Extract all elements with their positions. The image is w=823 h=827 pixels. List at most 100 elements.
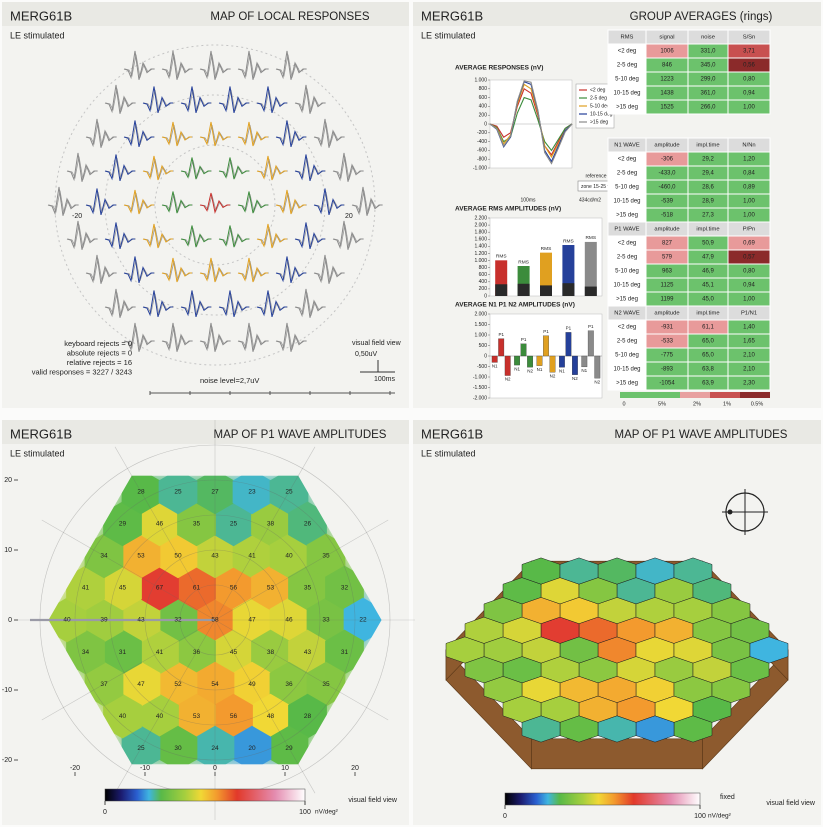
bar-label: N1 [581, 368, 587, 373]
map-cell [177, 629, 216, 675]
table-cell-text: <2 deg [618, 157, 637, 163]
map-cell [84, 661, 124, 707]
map-value: 20 [248, 745, 256, 752]
map-cell [251, 693, 290, 739]
table-cell-text: -893 [661, 367, 674, 373]
y-tick-label: 1.000 [474, 258, 487, 264]
table-header: P1 WAVE [614, 227, 639, 233]
map-value: 35 [322, 681, 330, 688]
trace [199, 322, 230, 352]
map-cell [269, 533, 309, 579]
table-header: P1/N1 [741, 311, 757, 317]
panel-title: MAP OF P1 WAVE AMPLITUDES [214, 429, 387, 441]
table-cell-text: <2 deg [618, 325, 637, 331]
trace [294, 222, 325, 250]
trace [218, 157, 249, 180]
y-tick-label: 1.000 [474, 332, 487, 338]
response-line [489, 83, 573, 159]
table-cell-text: 0,94 [743, 283, 755, 289]
map-value: 33 [322, 617, 330, 624]
table-cell-text: 0,89 [743, 185, 755, 191]
x-tick-label: -20 [70, 765, 80, 772]
field-label: visual field view [766, 800, 816, 807]
panel-header [2, 2, 409, 26]
table-cell-text: -306 [661, 157, 674, 163]
table-header: N/Nn [742, 143, 755, 149]
map-cell [288, 565, 327, 611]
trace [237, 191, 268, 214]
map-value: 38 [267, 649, 275, 656]
legend-label: 2-5 deg [590, 95, 607, 101]
amp-bar [594, 355, 601, 379]
y-tick-label: 500 [479, 343, 488, 349]
table-header: N1 WAVE [614, 143, 640, 149]
table-cell-text: 2,30 [743, 381, 755, 387]
bar-label: N2 [527, 368, 533, 373]
trace [313, 118, 344, 148]
y-tick-label: 0 [8, 617, 12, 624]
table-cell-text: 28,9 [702, 199, 714, 205]
table-cell-text: -460,0 [658, 185, 676, 191]
table-cell-text: 299,0 [700, 77, 716, 83]
map-cell [214, 501, 253, 547]
map-cell [177, 565, 216, 611]
table-cell-text: 65,0 [702, 339, 714, 345]
chart-title: AVERAGE N1 P1 N2 AMPLITUDES (nV) [455, 302, 575, 309]
y-tick-label: 800 [479, 86, 488, 92]
map-cell [103, 565, 142, 611]
x-tick-label: -10 [140, 765, 150, 772]
map-cell [269, 597, 309, 643]
rms-bar [584, 241, 597, 296]
y-tick-label: 1.500 [474, 322, 487, 328]
table-cell-text: 345,0 [700, 63, 716, 69]
trace [332, 220, 363, 250]
map-cell [269, 661, 309, 707]
panel [2, 2, 409, 408]
trace [161, 121, 192, 147]
table-cell-text: 1,00 [743, 297, 755, 303]
y-tick-label: -1.000 [473, 165, 487, 171]
map-cell [121, 533, 161, 579]
trace [294, 154, 325, 182]
bar-label: P1 [588, 324, 594, 329]
field-ring [104, 94, 326, 316]
table-cell-text: 1525 [660, 105, 674, 111]
significance-swatch [710, 392, 740, 398]
table-cell-text: 5-10 deg [615, 185, 639, 191]
trace [275, 322, 306, 352]
map-cell [177, 693, 216, 739]
polar-spoke [214, 519, 389, 621]
panel-subtitle: LE stimulated [10, 30, 65, 40]
map-cell [325, 629, 364, 675]
map-cell [306, 533, 346, 579]
map-cell [269, 475, 309, 515]
significance-swatch [740, 392, 770, 398]
map-value: 27 [211, 489, 219, 496]
trace [104, 222, 135, 250]
fixed-label: fixed [720, 794, 735, 801]
map-cell [214, 565, 253, 611]
table-cell-text: 0,69 [743, 241, 755, 247]
polar-spoke [214, 446, 316, 621]
y-tick-label: 600 [479, 272, 488, 278]
bar-label: N2 [505, 377, 511, 382]
map-value: 31 [119, 649, 127, 656]
significance-swatch [680, 392, 710, 398]
field-ring [54, 44, 376, 366]
map-cell [232, 533, 272, 579]
map-cell [103, 629, 142, 675]
map-cell [251, 501, 290, 547]
amp-scale: 0,50uV [355, 351, 378, 358]
bar-label: N2 [572, 376, 578, 381]
table-cell-text: <2 deg [618, 49, 637, 55]
amp-bar [514, 355, 520, 366]
table-header: impl.time [696, 227, 719, 233]
y-tick-label: 0 [484, 293, 487, 299]
colorbar [104, 788, 306, 802]
polar-spoke [214, 619, 389, 721]
colorbar [504, 792, 701, 806]
significance-label: 1% [723, 401, 731, 407]
map-cell [195, 475, 235, 515]
trace [104, 154, 135, 182]
table-cell-text: 1,00 [743, 105, 755, 111]
